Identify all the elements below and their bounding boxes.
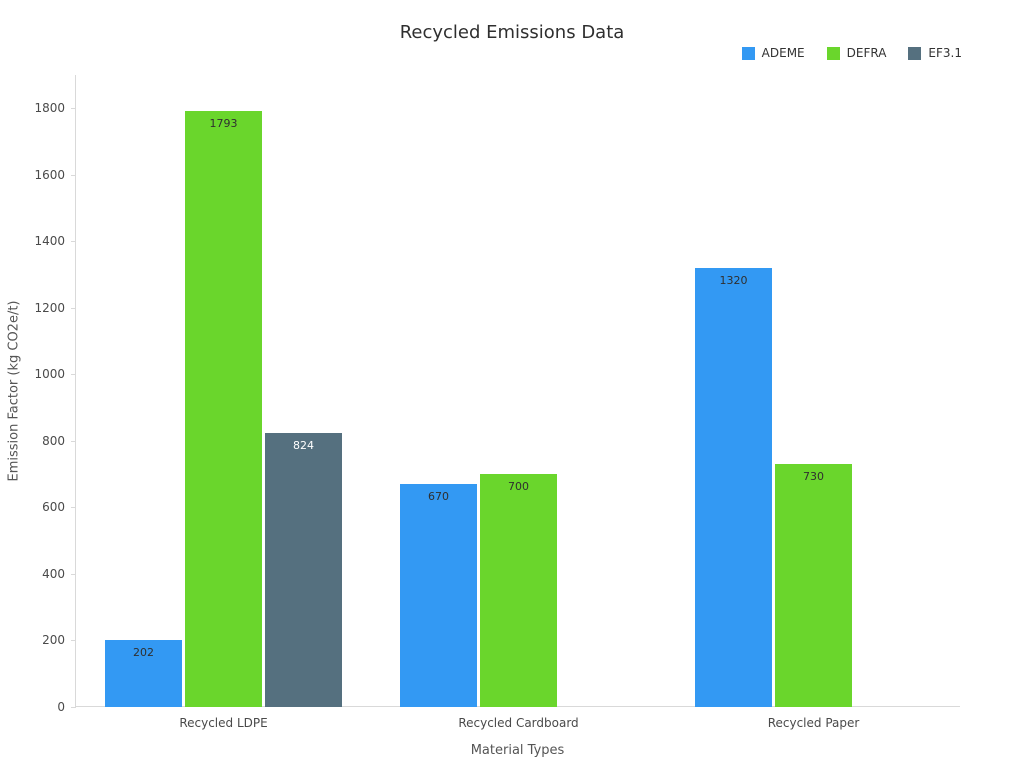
bar-value-label: 730 <box>803 470 824 484</box>
legend-label: DEFRA <box>846 46 887 60</box>
bar-value-label: 824 <box>293 438 314 452</box>
bar-ademe-recycled-paper: 1320 <box>695 267 772 707</box>
legend: ADEME DEFRA EF3.1 <box>741 46 962 60</box>
y-tick-mark <box>71 241 76 243</box>
y-tick-label: 600 <box>42 500 65 515</box>
legend-item-ademe[interactable]: ADEME <box>741 46 805 60</box>
y-tick-label: 400 <box>42 566 65 581</box>
y-tick-mark <box>71 374 76 376</box>
bar-value-label: 202 <box>133 645 154 659</box>
y-tick-mark <box>71 440 76 442</box>
bar-value-label: 1793 <box>209 116 238 130</box>
y-tick-label: 800 <box>42 433 65 448</box>
chart-title: Recycled Emissions Data <box>399 22 625 43</box>
bar-value-label: 670 <box>428 490 449 504</box>
y-tick-mark <box>71 108 76 110</box>
bar-value-label: 700 <box>508 480 529 494</box>
legend-label: ADEME <box>761 46 805 60</box>
x-tick-label-recycled-ldpe: Recycled LDPE <box>179 716 268 730</box>
y-tick-mark <box>71 174 76 176</box>
legend-swatch-ademe <box>741 46 755 60</box>
legend-swatch-ef3-1 <box>908 46 922 60</box>
y-tick-label: 0 <box>57 700 65 714</box>
x-axis-title: Material Types <box>470 743 565 758</box>
bar-defra-recycled-paper: 730 <box>775 464 852 707</box>
y-axis-title: Emission Factor (kg CO2e/t) <box>6 300 22 482</box>
bar-defra-recycled-ldpe: 1793 <box>185 110 262 707</box>
x-tick-label-recycled-cardboard: Recycled Cardboard <box>458 716 579 730</box>
bar-value-label: 1320 <box>719 273 748 287</box>
y-tick-mark <box>71 707 76 708</box>
y-tick-label: 1400 <box>34 234 65 249</box>
legend-item-ef3-1[interactable]: EF3.1 <box>908 46 962 60</box>
legend-label: EF3.1 <box>928 46 962 60</box>
y-tick-label: 1600 <box>34 167 65 182</box>
y-tick-label: 1200 <box>34 300 65 315</box>
y-tick-label: 1000 <box>34 367 65 382</box>
y-tick-mark <box>71 573 76 575</box>
legend-item-defra[interactable]: DEFRA <box>826 46 887 60</box>
y-tick-mark <box>71 507 76 509</box>
bar-ademe-recycled-cardboard: 670 <box>400 484 477 707</box>
y-tick-mark <box>71 307 76 309</box>
x-tick-label-recycled-paper: Recycled Paper <box>767 716 860 730</box>
bar-ef3-1-recycled-ldpe: 824 <box>265 432 342 707</box>
y-tick-label: 200 <box>42 633 65 648</box>
y-tick-label: 1800 <box>34 101 65 116</box>
plot-area: 0 200 400 600 800 1000 1200 1400 1600 1800 Recycle… <box>34 75 960 730</box>
bar-ademe-recycled-ldpe: 202 <box>105 639 182 707</box>
legend-swatch-defra <box>826 46 840 60</box>
bar-defra-recycled-cardboard: 700 <box>480 474 557 707</box>
y-tick-mark <box>71 640 76 642</box>
